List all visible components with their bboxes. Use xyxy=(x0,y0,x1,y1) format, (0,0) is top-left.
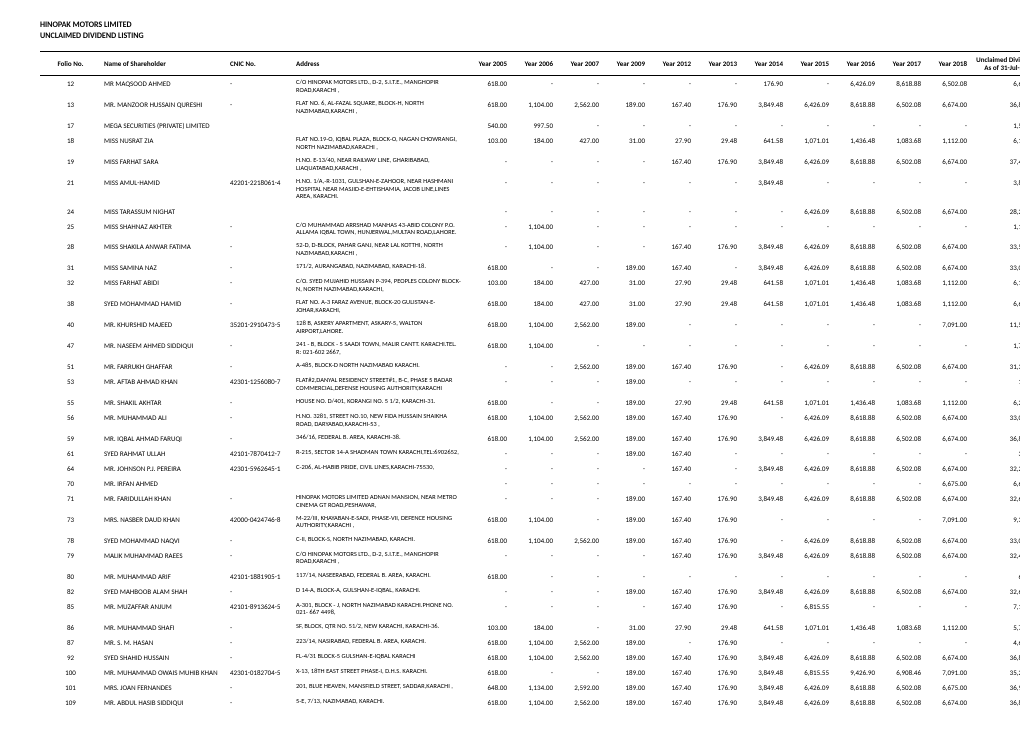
table-row: 17MEGA SECURITIES (PRIVATE) LIMITED540.0… xyxy=(40,118,1020,133)
table-row: 19MISS FARHAT SARAH.NO. E-13/40, NEAR RA… xyxy=(40,154,1020,175)
table-row: 64MR. JOHNSON P.J. PEREIRA42301-5962645-… xyxy=(40,461,1020,476)
table-row: 53MR. AFTAB AHMAD KHAN42301-1256080-7FLA… xyxy=(40,374,1020,395)
table-row: 40MR. KHURSHID MAJEED35201-2910473-5128 … xyxy=(40,317,1020,338)
table-row: 87MR. S. M. HASAN-223/14, NASIRABAD, FED… xyxy=(40,635,1020,650)
col-name: Name of Shareholder xyxy=(101,52,227,76)
col-unclaimed: Unclaimed Dividend As of 31-Jul-21 xyxy=(970,52,1020,76)
table-row: 21MISS AMUL-HAMID42201-2218061-4H.NO. 1/… xyxy=(40,175,1020,203)
col-y2015: Year 2015 xyxy=(786,52,832,76)
col-addr: Address xyxy=(293,52,464,76)
table-row: 85MR. MUZAFFAR ANJUM42101-8913624-5A-301… xyxy=(40,599,1020,620)
col-folio: Folio No. xyxy=(40,52,101,76)
col-y2009: Year 2009 xyxy=(602,52,648,76)
col-y2006: Year 2006 xyxy=(510,52,556,76)
col-y2005: Year 2005 xyxy=(464,52,510,76)
table-row: 56MR. MUHAMMAD ALI-H.NO. 3281, STREET NO… xyxy=(40,410,1020,431)
table-row: 71MR. FARIDULLAH KHAN-HINOPAK MOTORS LIM… xyxy=(40,491,1020,512)
dividend-table: Folio No. Name of Shareholder CNIC No. A… xyxy=(40,51,1020,710)
col-y2016: Year 2016 xyxy=(832,52,878,76)
col-y2018: Year 2018 xyxy=(924,52,970,76)
table-body: 12MR MAQSOOD AHMED-C/O HINOPAK MOTORS LT… xyxy=(40,76,1020,710)
table-row: 101MRS. JOAN FERNANDES-201, BLUE HEAVEN,… xyxy=(40,680,1020,695)
table-row: 59MR. IQBAL AHMAD FARUQI-346/16, FEDERAL… xyxy=(40,431,1020,446)
table-row: 32MISS FARHAT ABIDI-C/O. SYED MUJAHID HU… xyxy=(40,275,1020,296)
company-name: HINOPAK MOTORS LIMITED xyxy=(40,20,980,30)
report-subtitle: UNCLAIMED DIVIDEND LISTING xyxy=(40,31,980,41)
table-header-row: Folio No. Name of Shareholder CNIC No. A… xyxy=(40,52,1020,76)
col-cnic: CNIC No. xyxy=(227,52,293,76)
table-row: 109MR. ABDUL HASIB SIDDIQUI-5-E, 7/13, N… xyxy=(40,695,1020,710)
table-row: 86MR. MUHAMMAD SHAFI-SF, BLOCK, QTR NO. … xyxy=(40,620,1020,635)
table-row: 78SYED MOHAMMAD NAQVI-C-II, BLOCK-S, NOR… xyxy=(40,533,1020,548)
table-row: 55MR. SHAKIL AKHTAR-HOUSE NO. D/401, KOR… xyxy=(40,395,1020,410)
col-y2012: Year 2012 xyxy=(648,52,694,76)
table-row: 73MRS. NASBER DAUD KHAN42000-0424746-8M-… xyxy=(40,512,1020,533)
col-y2017: Year 2017 xyxy=(878,52,924,76)
table-row: 24MISS TARASSUM NIGHAT-------6,426.098,6… xyxy=(40,204,1020,219)
table-row: 31MISS SAMINA NAZ-171/2, AURANGABAD, NAZ… xyxy=(40,260,1020,275)
col-y2007: Year 2007 xyxy=(556,52,602,76)
table-row: 61SYED RAHMAT ULLAH42101-7870412-7R-215,… xyxy=(40,446,1020,461)
table-row: 12MR MAQSOOD AHMED-C/O HINOPAK MOTORS LT… xyxy=(40,76,1020,97)
table-row: 18MISS NUSRAT ZIAFLAT NO.19-O, IQBAL PLA… xyxy=(40,133,1020,154)
table-row: 100MR. MUHAMMAD OWAIS MUHIB KHAN42301-01… xyxy=(40,665,1020,680)
table-row: 25MISS SHAHNAZ AKHTER-C/O MUHAMMAD ARRSH… xyxy=(40,219,1020,240)
col-y2013: Year 2013 xyxy=(694,52,740,76)
table-row: 51MR. FARRUKH GHAFFAR-A-485, BLOCK-D NOR… xyxy=(40,359,1020,374)
col-y2014: Year 2014 xyxy=(740,52,786,76)
table-row: 82SYED MAHBOOB ALAM SHAH-D 14-A, BLOCK-A… xyxy=(40,584,1020,599)
table-row: 70MR. IRFAN AHMED----------6,675.006,675… xyxy=(40,476,1020,491)
table-row: 80MR. MUHAMMAD ARIF42101-1881905-1117/14… xyxy=(40,569,1020,584)
table-row: 13MR. MANZOOR HUSSAIN QURESHI-FLAT NO. 6… xyxy=(40,97,1020,118)
table-row: 47MR. NASEEM AHMED SIDDIQUI-241 - B, BLO… xyxy=(40,338,1020,359)
table-row: 92SYED SHAHID HUSSAIN-FL-4/31 BLOCK-5 GU… xyxy=(40,650,1020,665)
table-row: 28MISS SHAKILA ANWAR FATIMA-52-D, D-BLOC… xyxy=(40,239,1020,260)
table-row: 38SYED MOHAMMAD HAMID-FLAT NO. A-3 FARAZ… xyxy=(40,296,1020,317)
table-row: 79MALIK MUHAMMAD RAEES-C/O HINOPAK MOTOR… xyxy=(40,548,1020,569)
